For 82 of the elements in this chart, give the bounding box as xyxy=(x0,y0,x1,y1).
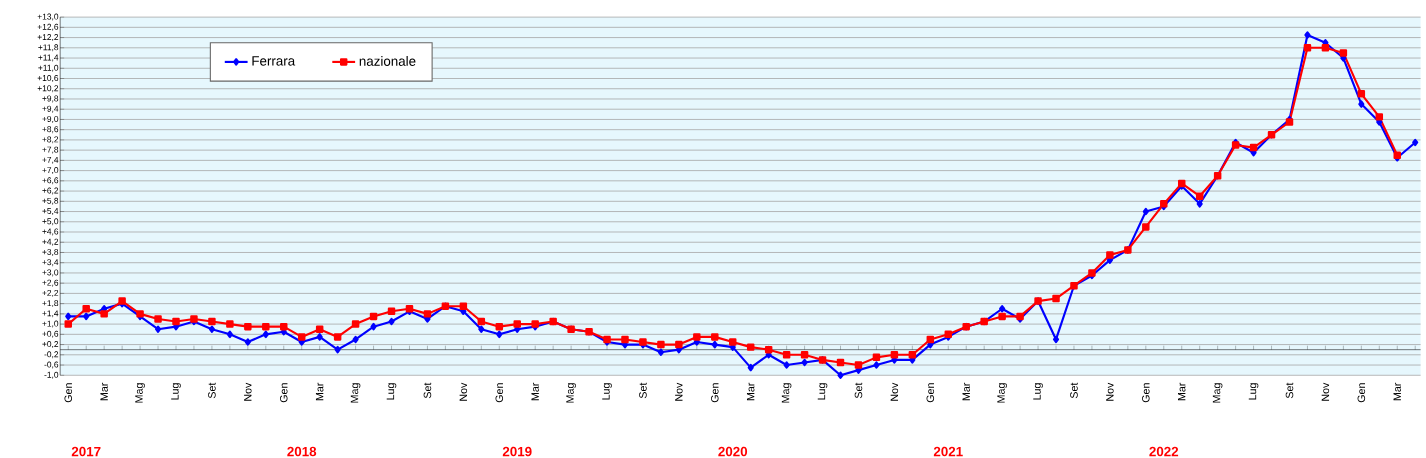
y-tick-label: +0,6 xyxy=(42,330,59,338)
x-tick-label: Mar xyxy=(1178,382,1186,401)
text: 2017 xyxy=(71,446,101,457)
y-tick-label: +9,8 xyxy=(42,95,59,103)
x-tick-label: Gen xyxy=(711,383,719,403)
y-tick-label: +8,2 xyxy=(42,136,59,144)
y-tick-label: +4,2 xyxy=(42,238,59,246)
text: 2021 xyxy=(933,446,963,457)
x-tick-label: Mag xyxy=(566,383,576,403)
y-tick-label: +2,2 xyxy=(42,289,59,297)
legend-label: Ferrara xyxy=(252,56,296,66)
y-tick-label: +5,0 xyxy=(42,218,59,226)
x-tick-label: Nov xyxy=(244,382,252,401)
x-tick-label: Gen xyxy=(64,383,73,403)
y-tick-label: +13,0 xyxy=(37,13,59,21)
x-tick-label: Set xyxy=(1285,382,1294,399)
x-tick-label: Nov xyxy=(459,382,468,401)
text: 2019 xyxy=(502,446,532,457)
x-tick-label: Set xyxy=(1070,382,1078,399)
x-tick-label: Set xyxy=(423,382,432,399)
x-tick-label: Mar xyxy=(100,382,108,401)
y-tick-label: +11,0 xyxy=(38,64,59,72)
x-tick-label: Lug xyxy=(386,383,397,400)
y-tick-label: +0,2 xyxy=(42,341,59,348)
x-tick-label: Mag xyxy=(350,383,361,403)
y-tick-label: +12,2 xyxy=(37,34,59,41)
y-tick-label: +1,4 xyxy=(42,310,59,318)
y-tick-label: +9,4 xyxy=(42,105,59,113)
x-tick-label: Gen xyxy=(1357,383,1366,403)
y-tick-label: +2,6 xyxy=(42,279,59,287)
x-tick-label: Mar xyxy=(1393,382,1401,401)
y-tick-label: +8,6 xyxy=(42,126,59,134)
y-tick-label: +6,6 xyxy=(42,177,59,185)
y-tick-label: +4,6 xyxy=(42,228,59,236)
x-tick-label: Gen xyxy=(1142,383,1150,403)
x-tick-label: Lug xyxy=(817,383,828,400)
y-tick-label: -0,6 xyxy=(44,361,59,369)
x-tick-label: Mar xyxy=(962,382,970,401)
y-tick-label: -0,2 xyxy=(44,351,59,359)
x-tick-label: Mar xyxy=(746,382,755,401)
x-tick-label: Lug xyxy=(171,383,181,400)
x-tick-label: Mag xyxy=(997,383,1007,403)
x-tick-label: Gen xyxy=(926,383,935,403)
y-tick-label: +6,2 xyxy=(42,187,59,195)
x-tick-label: Lug xyxy=(1033,383,1043,400)
y-tick-label: +1,8 xyxy=(42,300,59,308)
y-tick-label: +1,0 xyxy=(42,320,59,328)
x-tick-label: Nov xyxy=(890,382,899,401)
y-tick-label: +7,8 xyxy=(42,146,59,154)
x-tick-label: Set xyxy=(639,382,647,399)
y-tick-label: +3,8 xyxy=(42,248,59,256)
y-tick-label: +11,4 xyxy=(38,54,59,62)
x-tick-label: Mar xyxy=(315,382,324,401)
y-tick-label: +10,6 xyxy=(37,74,59,82)
x-tick-label: Nov xyxy=(675,382,683,401)
x-tick-label: Set xyxy=(854,382,863,399)
y-tick-label: +3,4 xyxy=(42,259,59,267)
legend-label: nazionale xyxy=(359,56,416,66)
y-tick-label: +7,4 xyxy=(42,156,59,164)
y-tick-label: -1,0 xyxy=(44,371,59,379)
x-tick-label: Mag xyxy=(1212,383,1223,403)
x-tick-label: Set xyxy=(208,382,216,399)
y-tick-label: +10,2 xyxy=(37,85,59,93)
x-tick-label: Nov xyxy=(1321,382,1330,401)
y-tick-label: +3,0 xyxy=(42,269,59,277)
y-tick-label: +9,0 xyxy=(42,115,59,123)
text: 2022 xyxy=(1149,446,1179,457)
y-tick-label: +5,4 xyxy=(42,208,59,215)
x-tick-label: Lug xyxy=(602,383,612,400)
text: 2018 xyxy=(287,446,317,457)
x-tick-label: Gen xyxy=(279,383,288,403)
x-tick-label: Lug xyxy=(1248,383,1259,400)
y-tick-label: +11,8 xyxy=(38,44,59,52)
x-tick-label: Nov xyxy=(1106,382,1114,401)
x-tick-label: Mag xyxy=(135,383,145,403)
x-tick-label: Mag xyxy=(781,383,792,403)
text: 2020 xyxy=(718,446,748,457)
x-tick-label: Gen xyxy=(495,383,504,403)
y-tick-label: +7,0 xyxy=(42,167,59,175)
y-tick-label: +5,8 xyxy=(42,197,59,205)
x-tick-label: Mar xyxy=(531,382,539,401)
y-tick-label: +12,6 xyxy=(37,23,59,31)
